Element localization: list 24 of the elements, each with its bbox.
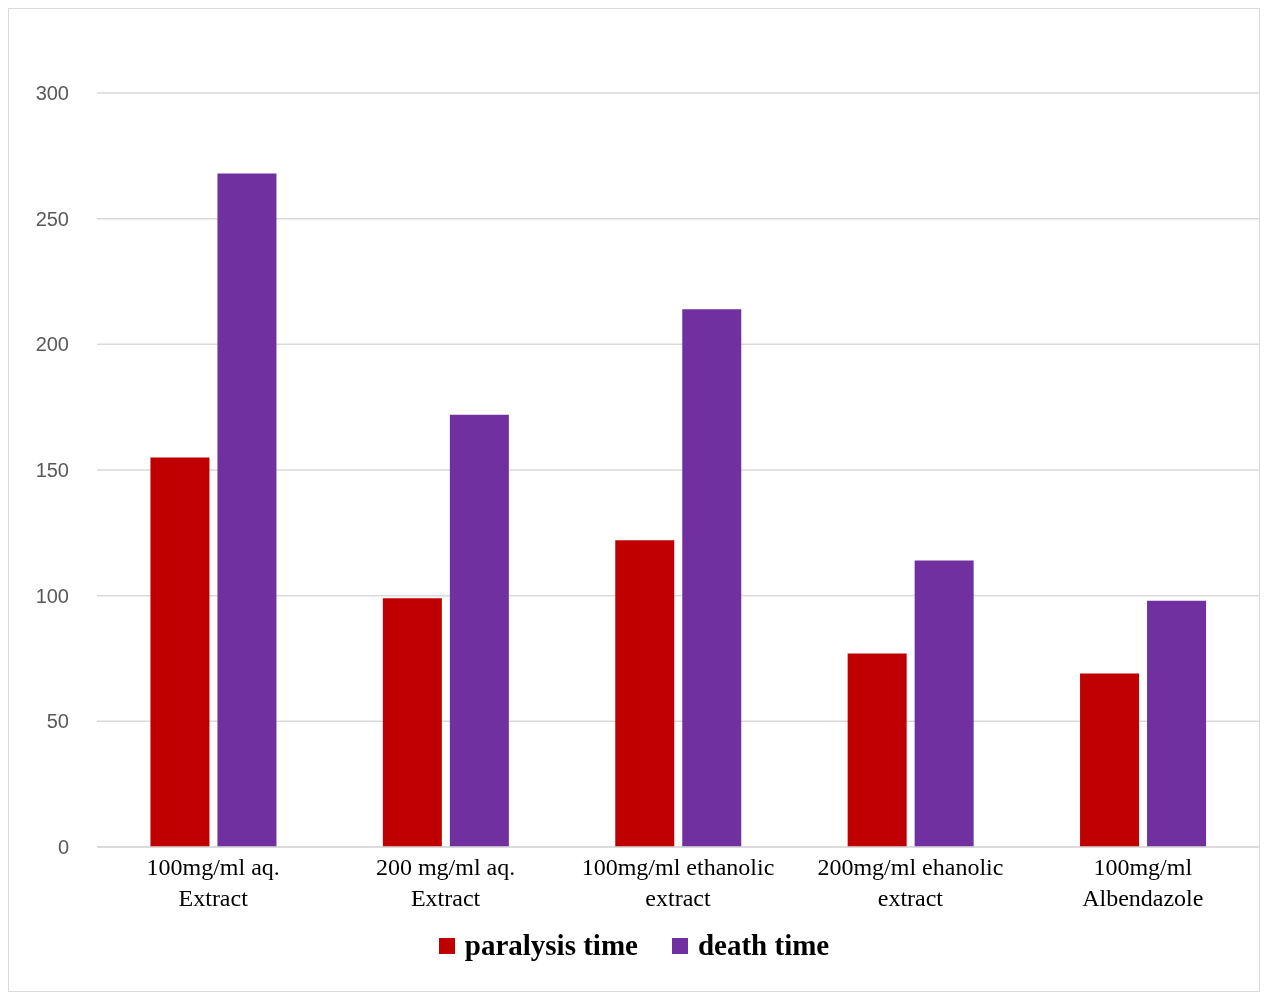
bar [217,173,277,847]
y-tick-label: 0 [57,836,69,859]
bar [1147,600,1207,847]
bar [615,540,675,847]
bar [1080,673,1140,847]
x-tick-label: 100mg/ml ethanolic extract [581,854,775,911]
bar [449,414,509,847]
y-tick-label: 300 [35,82,69,105]
y-tick-label: 250 [35,207,69,230]
bar [382,598,442,847]
y-tick-label: 150 [35,459,69,482]
x-tick-label: 100mg/ml aq. Extract [146,854,280,911]
bar [682,309,742,847]
legend-label: paralysis time [464,929,638,962]
x-tick-label: 200mg/ml ehanolic extract [817,854,1004,911]
legend-label: death time [697,929,830,962]
y-tick-label: 50 [46,710,69,733]
y-tick-label: 100 [35,584,69,607]
x-tick-label: 100mg/ml Albendazole [1082,854,1204,911]
bar [150,457,210,847]
bar [914,560,974,847]
bar [847,653,907,847]
x-tick-label: 200 mg/ml aq. Extract [375,854,516,911]
y-tick-label: 200 [35,333,69,356]
